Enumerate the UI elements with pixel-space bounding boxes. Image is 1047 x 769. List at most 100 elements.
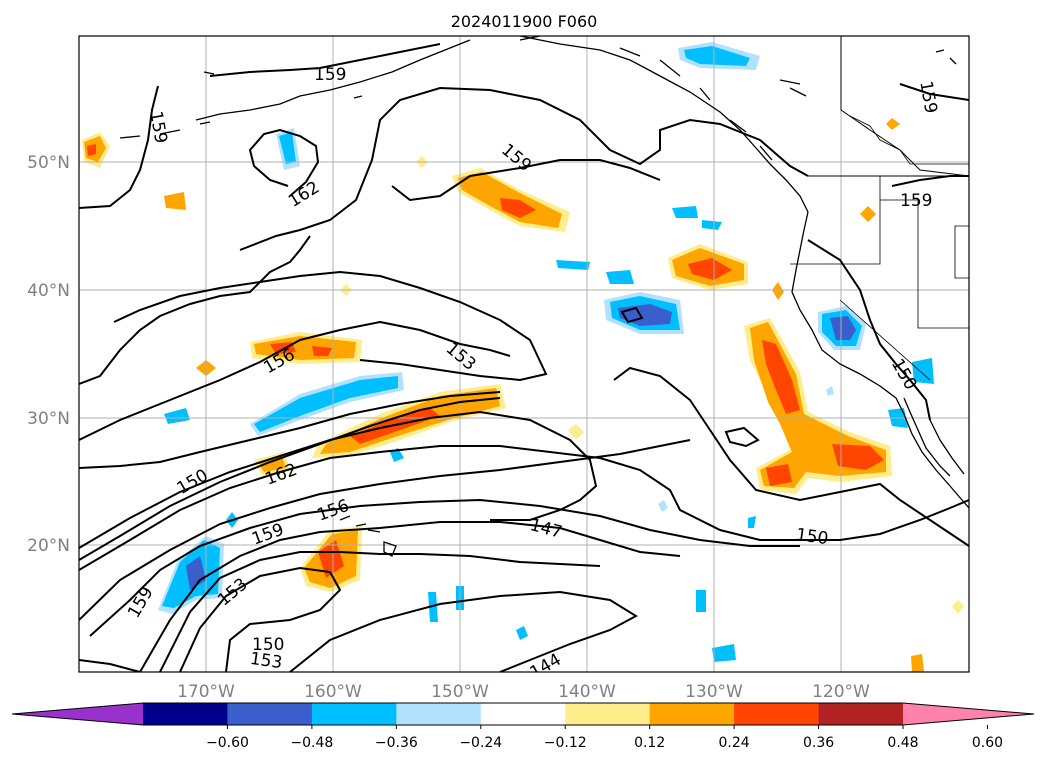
cold-anomaly bbox=[186, 556, 206, 590]
contour-line bbox=[891, 175, 969, 187]
contour-line bbox=[209, 43, 441, 77]
warm-anomaly bbox=[766, 464, 792, 486]
warm-anomaly bbox=[952, 600, 964, 614]
lat-label-30n: 30°N bbox=[27, 409, 70, 429]
colorbar-tick-label: 0.48 bbox=[887, 735, 918, 751]
lon-label-140w: 140°W bbox=[558, 682, 616, 702]
lat-label-50n: 50°N bbox=[27, 153, 70, 173]
warm-anomaly bbox=[258, 456, 286, 472]
colorbar-tick-label: −0.36 bbox=[375, 735, 418, 751]
contour-line bbox=[79, 445, 969, 571]
contour-line bbox=[391, 159, 661, 202]
alaska-islands bbox=[519, 36, 773, 161]
contour-line bbox=[79, 439, 691, 621]
warm-anomalies bbox=[82, 118, 964, 672]
map-area: 159 159 159 162 159 159 156 153 150 162 … bbox=[79, 36, 969, 673]
alaska-coast-2 bbox=[519, 36, 809, 213]
colorbar-extend-high bbox=[903, 703, 1034, 725]
colorbar-tick-label: 0.12 bbox=[634, 735, 665, 751]
colorbar-segment bbox=[227, 703, 313, 725]
aleutian-dots bbox=[119, 121, 211, 139]
cold-anomaly bbox=[556, 260, 590, 270]
us-west-coast bbox=[791, 211, 969, 509]
cold-anomaly bbox=[748, 516, 756, 528]
lat-label-40n: 40°N bbox=[27, 281, 70, 301]
colorbar-segment bbox=[818, 703, 904, 725]
warm-anomaly bbox=[318, 540, 344, 578]
contour-line bbox=[89, 498, 800, 637]
height-contours bbox=[79, 43, 969, 672]
colorbar-tick-label: 0.24 bbox=[719, 735, 750, 751]
cold-anomaly bbox=[684, 46, 750, 66]
cold-anomaly bbox=[912, 358, 934, 384]
contour-label: 153 bbox=[249, 649, 284, 673]
contour-line bbox=[724, 426, 760, 448]
warm-anomaly bbox=[772, 282, 784, 300]
cold-anomaly bbox=[658, 500, 668, 512]
contour-line bbox=[248, 128, 320, 197]
cold-anomaly bbox=[606, 270, 634, 284]
warm-anomaly bbox=[568, 424, 584, 440]
contour-line bbox=[179, 566, 342, 672]
contour-label: 159 bbox=[900, 191, 932, 211]
map-title: 2024011900 F060 bbox=[451, 12, 598, 31]
contour-line bbox=[79, 320, 511, 441]
cold-anomaly bbox=[428, 592, 438, 622]
warm-anomaly bbox=[312, 346, 332, 356]
contour-line bbox=[613, 366, 969, 547]
canada-province-border bbox=[849, 115, 969, 165]
colorbar-tick-label: −0.24 bbox=[459, 735, 502, 751]
contour-line bbox=[79, 410, 598, 549]
colorbar-outline bbox=[11, 702, 1035, 726]
cold-anomaly bbox=[279, 132, 296, 164]
colorbar-segment bbox=[480, 703, 566, 725]
map-frame bbox=[78, 35, 970, 673]
warm-anomaly bbox=[860, 206, 876, 222]
contour-line bbox=[79, 397, 501, 561]
warm-anomaly bbox=[254, 336, 356, 360]
contour-label: 150 bbox=[252, 635, 284, 655]
contour-line bbox=[79, 391, 501, 469]
warm-anomaly bbox=[832, 444, 884, 470]
us-state-border bbox=[790, 176, 969, 381]
contour-line bbox=[807, 239, 931, 421]
lon-label-150w: 150°W bbox=[431, 682, 489, 702]
contour-line bbox=[239, 86, 809, 251]
contour-line bbox=[139, 521, 681, 672]
coastlines bbox=[119, 36, 969, 557]
colorbar-extend-low bbox=[12, 703, 143, 725]
contour-line bbox=[113, 270, 548, 382]
lon-label-160w: 160°W bbox=[304, 682, 362, 702]
contour-line bbox=[79, 85, 159, 209]
warm-anomaly bbox=[688, 258, 732, 280]
lon-label-120w: 120°W bbox=[812, 682, 870, 702]
latitude-labels: 50°N 40°N 30°N 20°N bbox=[27, 153, 70, 556]
alaska-canada-border bbox=[840, 36, 969, 177]
cold-anomaly bbox=[672, 206, 698, 218]
contour-line bbox=[159, 551, 601, 672]
lat-label-20n: 20°N bbox=[27, 536, 70, 556]
colorbar-segment bbox=[565, 703, 651, 725]
contour-line bbox=[79, 659, 141, 672]
colorbar-segment bbox=[396, 703, 482, 725]
contour-line bbox=[289, 590, 639, 672]
misc-islands bbox=[203, 49, 957, 99]
warm-anomaly bbox=[87, 144, 96, 156]
warm-anomaly bbox=[762, 340, 800, 414]
contour-line bbox=[899, 83, 969, 101]
cold-anomaly bbox=[712, 644, 736, 662]
colorbar-segment bbox=[143, 703, 228, 725]
cold-anomaly bbox=[826, 386, 834, 396]
lon-label-170w: 170°W bbox=[177, 682, 235, 702]
colorbar-tick-label: −0.12 bbox=[544, 735, 587, 751]
contour-label: 159 bbox=[314, 65, 346, 85]
colorbar-tick-label: 0.36 bbox=[803, 735, 834, 751]
colorbar-segment bbox=[311, 703, 397, 725]
cold-anomaly bbox=[702, 220, 722, 230]
alaska-coast bbox=[195, 39, 471, 121]
colorbar-tick-label: −0.48 bbox=[290, 735, 333, 751]
contour-line bbox=[79, 235, 311, 385]
baja-coast bbox=[903, 397, 965, 477]
colorbar-segment bbox=[649, 703, 735, 725]
